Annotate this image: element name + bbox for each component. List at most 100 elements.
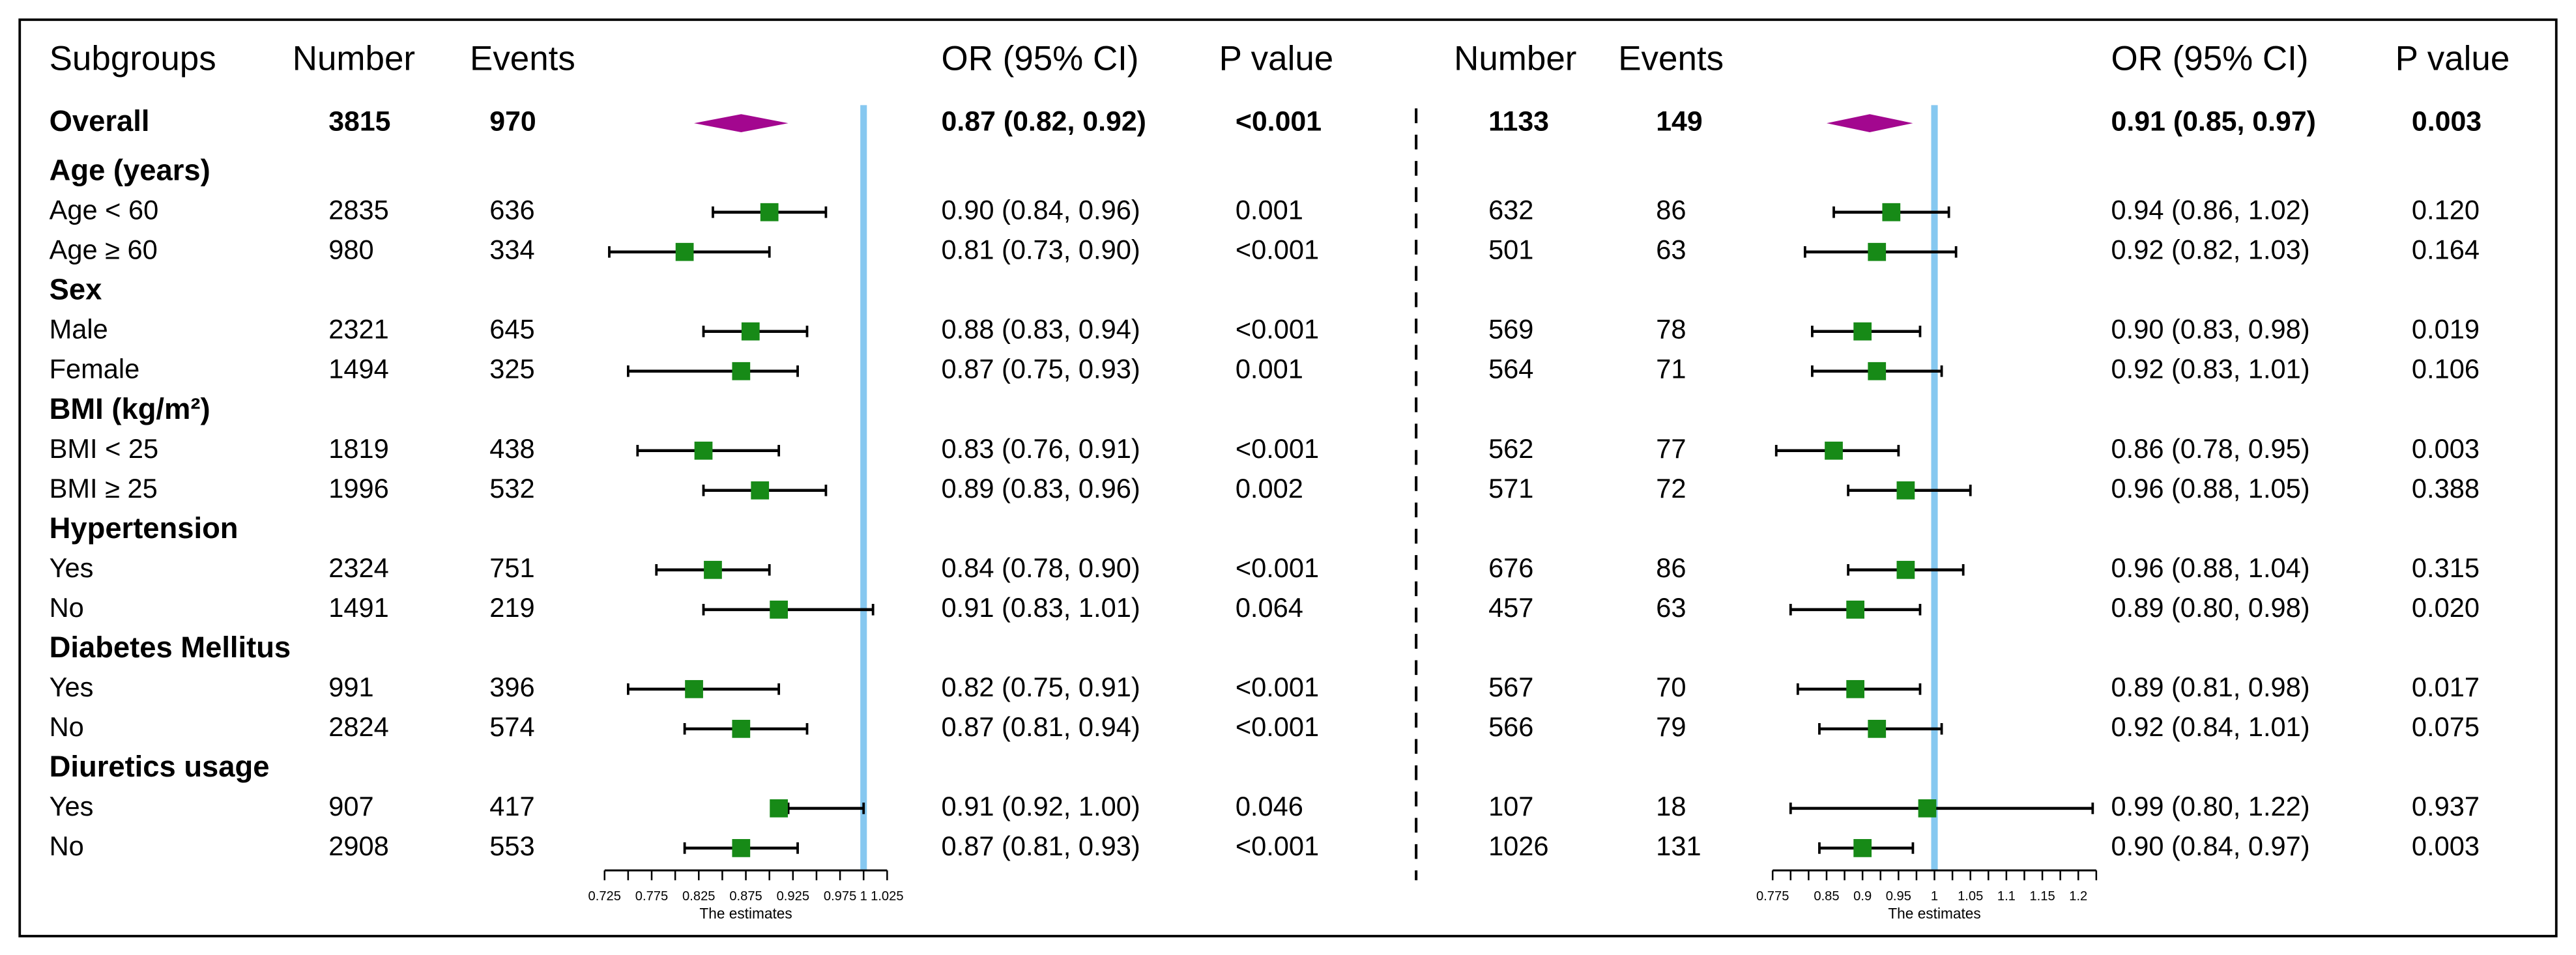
estimate-label: 0.87 (0.81, 0.94): [942, 711, 1140, 742]
number: 566: [1488, 711, 1533, 742]
number: 632: [1488, 195, 1533, 225]
events: 532: [489, 473, 534, 504]
subgroup-label: Male: [50, 314, 108, 345]
events: 18: [1656, 791, 1686, 821]
number: 2321: [328, 314, 389, 345]
p-value: 0.001: [1236, 195, 1303, 225]
p-value: 0.003: [2412, 106, 2482, 137]
estimate-label: 0.90 (0.84, 0.96): [942, 195, 1140, 225]
point-estimate: [741, 322, 760, 341]
column-header: P value: [2395, 39, 2510, 78]
column-header: Events: [470, 39, 575, 78]
frame: [18, 18, 2558, 937]
number: 564: [1488, 354, 1533, 384]
x-tick-label: 1.1: [1997, 889, 2016, 904]
column-header: Number: [293, 39, 415, 78]
point-estimate: [1896, 560, 1915, 579]
estimate-label: 0.83 (0.76, 0.91): [942, 433, 1140, 464]
number: 1494: [328, 354, 389, 384]
column-header: P value: [1219, 39, 1334, 78]
estimate-label: 0.88 (0.83, 0.94): [942, 314, 1140, 345]
p-value: <0.001: [1236, 106, 1322, 137]
x-tick-label: 1.15: [2029, 889, 2055, 904]
events: 325: [489, 354, 534, 384]
estimate-label: 0.87 (0.81, 0.93): [942, 831, 1140, 861]
events: 970: [489, 106, 536, 137]
subgroup-label: Age < 60: [50, 195, 159, 225]
point-estimate: [685, 679, 703, 698]
events: 86: [1656, 552, 1686, 583]
number: 457: [1488, 592, 1533, 623]
estimate-label: 0.92 (0.82, 1.03): [2111, 235, 2310, 265]
point-estimate: [694, 441, 713, 460]
x-tick-label: 1.025: [871, 889, 903, 904]
p-value: <0.001: [1236, 672, 1319, 702]
point-estimate: [1868, 242, 1887, 261]
point-estimate: [1918, 799, 1937, 818]
p-value: 0.120: [2412, 195, 2480, 225]
group-label: Diuretics usage: [50, 750, 270, 783]
p-value: 0.002: [1236, 473, 1303, 504]
subgroup-label: Female: [50, 354, 140, 384]
p-value: 0.106: [2412, 354, 2480, 384]
number: 991: [328, 672, 373, 702]
x-tick-label: 0.925: [777, 889, 809, 904]
number: 2324: [328, 552, 389, 583]
p-value: 0.164: [2412, 235, 2480, 265]
number: 501: [1488, 235, 1533, 265]
point-estimate: [732, 839, 751, 857]
estimate-label: 0.99 (0.80, 1.22): [2111, 791, 2310, 821]
subgroup-label: No: [50, 711, 84, 742]
x-axis-label: The estimates: [699, 905, 792, 922]
events: 149: [1656, 106, 1702, 137]
events: 438: [489, 433, 534, 464]
events: 78: [1656, 314, 1686, 345]
x-axis-label: The estimates: [1888, 905, 1980, 922]
events: 751: [489, 552, 534, 583]
number: 1491: [328, 592, 389, 623]
number: 1133: [1488, 106, 1549, 137]
subgroup-label: Yes: [50, 552, 94, 583]
events: 63: [1656, 592, 1686, 623]
events: 63: [1656, 235, 1686, 265]
x-tick-label: 0.825: [682, 889, 715, 904]
x-tick-label: 0.85: [1814, 889, 1839, 904]
estimate-label: 0.90 (0.83, 0.98): [2111, 314, 2310, 345]
column-header: OR (95% CI): [2111, 39, 2309, 78]
estimate-label: 0.92 (0.83, 1.01): [2111, 354, 2310, 384]
p-value: 0.064: [1236, 592, 1303, 623]
x-tick-label: 0.875: [729, 889, 762, 904]
overall-diamond: [1826, 114, 1913, 132]
events: 417: [489, 791, 534, 821]
point-estimate: [732, 719, 751, 738]
point-estimate: [732, 362, 751, 380]
estimate-label: 0.89 (0.80, 0.98): [2111, 592, 2310, 623]
group-label: BMI (kg/m²): [50, 392, 210, 425]
subgroup-label: Yes: [50, 672, 94, 702]
estimate-label: 0.94 (0.86, 1.02): [2111, 195, 2310, 225]
estimate-label: 0.87 (0.75, 0.93): [942, 354, 1140, 384]
group-label: Sex: [50, 273, 102, 306]
number: 1996: [328, 473, 389, 504]
x-tick-label: 1.2: [2069, 889, 2087, 904]
estimate-label: 0.87 (0.82, 0.92): [942, 106, 1146, 137]
column-header: Number: [1454, 39, 1576, 78]
p-value: <0.001: [1236, 552, 1319, 583]
overall-diamond: [694, 114, 789, 132]
p-value: 0.075: [2412, 711, 2480, 742]
x-tick-label: 0.725: [588, 889, 621, 904]
events: 574: [489, 711, 534, 742]
estimate-label: 0.91 (0.85, 0.97): [2111, 106, 2316, 137]
p-value: 0.017: [2412, 672, 2480, 702]
number: 676: [1488, 552, 1533, 583]
events: 553: [489, 831, 534, 861]
x-tick-label: 0.95: [1886, 889, 1911, 904]
p-value: 0.046: [1236, 791, 1303, 821]
x-tick-label: 0.9: [1853, 889, 1872, 904]
point-estimate: [1868, 719, 1887, 738]
estimate-label: 0.90 (0.84, 0.97): [2111, 831, 2310, 861]
point-estimate: [770, 799, 789, 818]
p-value: 0.003: [2412, 831, 2480, 861]
events: 131: [1656, 831, 1701, 861]
